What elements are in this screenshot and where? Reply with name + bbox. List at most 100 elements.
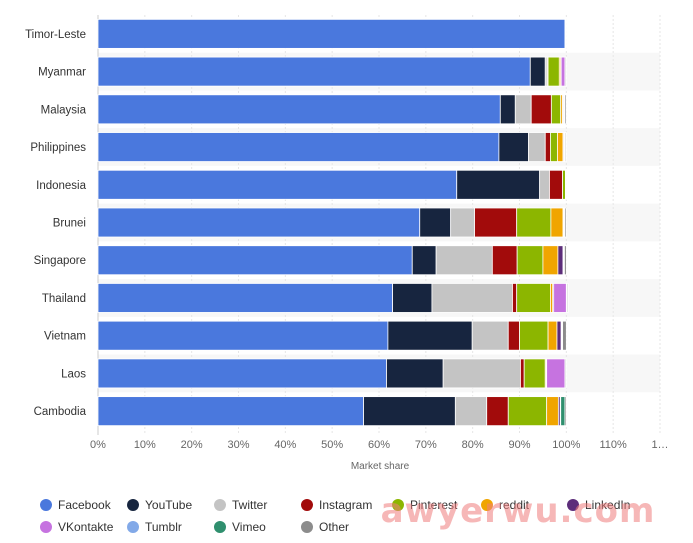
category-label: Myanmar xyxy=(38,67,86,79)
bar-segment-instagram[interactable] xyxy=(512,283,518,313)
legend-marker-tumblr[interactable] xyxy=(127,521,139,533)
bar-segment-instagram[interactable] xyxy=(486,396,509,427)
bar-segment-pinterest[interactable] xyxy=(519,320,549,351)
bar-segment-other[interactable] xyxy=(564,132,567,162)
bar-segment-facebook[interactable] xyxy=(97,94,501,125)
bar-segment-other[interactable] xyxy=(566,283,569,313)
bar-segment-youtube[interactable] xyxy=(411,245,437,276)
bar-segment-pinterest[interactable] xyxy=(516,207,552,238)
legend-label-twitter[interactable]: Twitter xyxy=(232,498,267,512)
bar-segment-linkedin[interactable] xyxy=(556,320,562,351)
bar-segment-youtube[interactable] xyxy=(363,396,456,427)
legend-marker-youtube[interactable] xyxy=(127,499,139,511)
bar-segment-youtube[interactable] xyxy=(456,169,541,200)
bar-segment-youtube[interactable] xyxy=(419,207,452,238)
legend-label-instagram[interactable]: Instagram xyxy=(319,498,372,512)
bar-segment-facebook[interactable] xyxy=(97,396,364,427)
bar-segment-instagram[interactable] xyxy=(549,169,563,200)
bar-segment-facebook[interactable] xyxy=(97,207,421,238)
bar-segment-instagram[interactable] xyxy=(520,358,525,389)
bar-segment-facebook[interactable] xyxy=(97,132,500,162)
bar-segment-twitter[interactable] xyxy=(442,358,521,389)
bar-segment-youtube[interactable] xyxy=(498,132,529,162)
bar-segment-facebook[interactable] xyxy=(97,56,531,87)
bar-segment-facebook[interactable] xyxy=(97,245,413,276)
bar-segment-other[interactable] xyxy=(564,358,567,389)
legend-label-reddit[interactable]: reddit xyxy=(499,498,530,512)
legend-marker-reddit[interactable] xyxy=(481,499,493,511)
legend-marker-pinterest[interactable] xyxy=(392,499,404,511)
bar-segment-reddit[interactable] xyxy=(547,320,558,351)
bar-segment-twitter[interactable] xyxy=(527,132,546,162)
x-axis-label: Market share xyxy=(351,461,410,472)
bar-segment-pinterest[interactable] xyxy=(547,56,560,87)
bar-segment-instagram[interactable] xyxy=(530,94,552,125)
bar-segment-twitter[interactable] xyxy=(539,169,550,200)
category-labels: Timor-Leste Myanmar Malaysia Philippines Ind… xyxy=(25,29,87,418)
x-tick-label: 1… xyxy=(651,439,668,451)
bar-segment-pinterest[interactable] xyxy=(523,358,546,389)
bar-segment-vkontakte[interactable] xyxy=(560,56,566,87)
legend: Facebook YouTube Twitter Instagram Pinterest… xyxy=(40,498,630,534)
bar-segment-pinterest[interactable] xyxy=(562,169,566,200)
bar-segment-reddit[interactable] xyxy=(550,207,564,238)
bar-segment-facebook[interactable] xyxy=(97,18,566,49)
bar-segment-youtube[interactable] xyxy=(387,320,473,351)
bar-segment-facebook[interactable] xyxy=(97,283,393,313)
legend-marker-linkedin[interactable] xyxy=(567,499,579,511)
bar-segment-other[interactable] xyxy=(564,56,567,87)
category-label: Indonesia xyxy=(36,180,86,192)
bar-segment-instagram[interactable] xyxy=(491,245,518,276)
bar-segment-twitter[interactable] xyxy=(450,207,475,238)
bar-segment-vkontakte[interactable] xyxy=(546,358,566,389)
bar-segment-pinterest[interactable] xyxy=(516,283,551,313)
bar-segment-youtube[interactable] xyxy=(386,358,444,389)
bar-segment-youtube[interactable] xyxy=(529,56,546,87)
legend-label-vimeo[interactable]: Vimeo xyxy=(232,520,266,534)
legend-label-other[interactable]: Other xyxy=(319,520,349,534)
legend-marker-vimeo[interactable] xyxy=(214,521,226,533)
legend-label-tumblr[interactable]: Tumblr xyxy=(145,520,182,534)
bar-segment-facebook[interactable] xyxy=(97,358,387,389)
legend-label-youtube[interactable]: YouTube xyxy=(145,498,192,512)
bar-segment-pinterest[interactable] xyxy=(516,245,544,276)
bar-segment-twitter[interactable] xyxy=(435,245,493,276)
bar-segment-other[interactable] xyxy=(565,18,567,49)
bar-segment-other[interactable] xyxy=(564,207,567,238)
legend-marker-vkontakte[interactable] xyxy=(40,521,52,533)
bar-segment-youtube[interactable] xyxy=(499,94,516,125)
bar-segment-other[interactable] xyxy=(564,245,567,276)
legend-marker-twitter[interactable] xyxy=(214,499,226,511)
bar-segment-pinterest[interactable] xyxy=(507,396,548,427)
bar-segment-pinterest[interactable] xyxy=(550,132,558,162)
legend-marker-instagram[interactable] xyxy=(301,499,313,511)
bar-segment-pinterest[interactable] xyxy=(550,94,562,125)
bar-segment-instagram[interactable] xyxy=(507,320,520,351)
bar-segment-facebook[interactable] xyxy=(97,169,458,200)
legend-label-linkedin[interactable]: LinkedIn xyxy=(585,498,630,512)
legend-marker-other[interactable] xyxy=(301,521,313,533)
bar-segment-other[interactable] xyxy=(562,320,567,351)
legend-label-vkontakte[interactable]: VKontakte xyxy=(58,520,114,534)
bar-segment-other[interactable] xyxy=(564,396,567,427)
bar-segment-instagram[interactable] xyxy=(544,132,551,162)
bar-segment-youtube[interactable] xyxy=(392,283,433,313)
legend-marker-facebook[interactable] xyxy=(40,499,52,511)
bar-segment-vkontakte[interactable] xyxy=(553,283,567,313)
bar-segment-instagram[interactable] xyxy=(474,207,518,238)
bar-segment-twitter[interactable] xyxy=(514,94,532,125)
legend-label-facebook[interactable]: Facebook xyxy=(58,498,112,512)
bar-segment-facebook[interactable] xyxy=(97,320,389,351)
bar-segment-twitter[interactable] xyxy=(454,396,488,427)
legend-label-pinterest[interactable]: Pinterest xyxy=(410,498,458,512)
bar-segment-reddit[interactable] xyxy=(542,245,559,276)
bar-segment-twitter[interactable] xyxy=(431,283,513,313)
bar-segment-other[interactable] xyxy=(564,94,567,125)
bar-segment-linkedin[interactable] xyxy=(557,245,564,276)
bar-segment-twitter[interactable] xyxy=(471,320,509,351)
watermark-logo: awyerwu.com xyxy=(381,491,656,531)
bar-segment-vimeo[interactable] xyxy=(560,396,566,427)
bar-segment-linkedin[interactable] xyxy=(565,169,567,200)
bar-segment-reddit[interactable] xyxy=(546,396,559,427)
bar-segment-reddit[interactable] xyxy=(557,132,564,162)
